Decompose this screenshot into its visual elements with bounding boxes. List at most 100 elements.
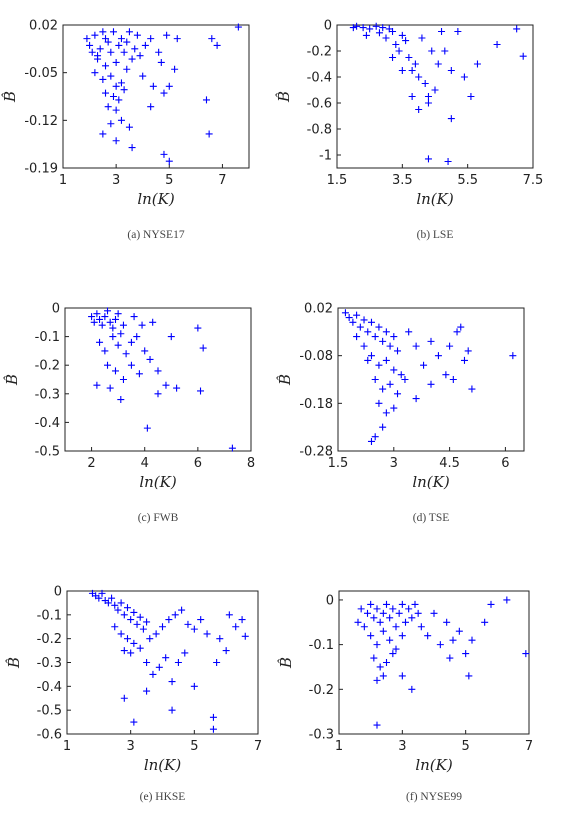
x-tick-label: 5 [190, 739, 198, 754]
x-tick-label: 7 [525, 739, 533, 754]
data-point [417, 623, 425, 631]
data-point [111, 623, 119, 631]
data-point [152, 630, 160, 638]
data-point [127, 616, 135, 624]
data-point [108, 594, 116, 602]
data-point [359, 24, 367, 32]
data-point [386, 614, 394, 622]
data-point [165, 157, 173, 165]
data-point [117, 116, 125, 124]
data-point [468, 385, 476, 393]
data-point [114, 606, 122, 614]
y-tick-label: -0.19 [24, 162, 58, 177]
data-point [130, 608, 138, 616]
data-point [160, 150, 168, 158]
data-point [157, 58, 165, 66]
data-point [155, 663, 163, 671]
data-point [127, 338, 135, 346]
data-point [370, 654, 378, 662]
data-point [96, 315, 104, 323]
data-point [178, 606, 186, 614]
data-point [117, 330, 125, 338]
data-point [394, 347, 402, 355]
data-point [382, 328, 390, 336]
y-tick-label: -0.1 [37, 608, 62, 623]
data-point [449, 636, 457, 644]
data-point [402, 37, 410, 45]
data-point [91, 31, 99, 39]
x-tick-label: 7 [254, 739, 262, 754]
data-point [209, 725, 217, 733]
data-point [398, 632, 406, 640]
data-point [120, 611, 128, 619]
data-point [408, 614, 416, 622]
y-tick-label: 0 [324, 19, 332, 34]
y-tick-label: -0.4 [37, 680, 62, 695]
data-point [112, 137, 120, 145]
data-point [424, 93, 432, 100]
data-point [99, 130, 107, 138]
data-point [392, 41, 400, 48]
data-point [493, 41, 501, 48]
data-point [165, 616, 173, 624]
data-point [119, 321, 127, 329]
data-point [345, 314, 353, 322]
data-point [107, 72, 115, 80]
data-point [136, 52, 144, 60]
data-point [386, 636, 394, 644]
panel-c: 2 4 6 8 0 -0.1 -0.2 -0.3 -0.4 -0.5 ln(K) B̂ (c) FWB [3, 302, 255, 525]
data-point [86, 41, 94, 49]
data-point [367, 632, 375, 640]
data-point [370, 614, 378, 622]
data-point [367, 318, 375, 326]
data-point [446, 654, 454, 662]
data-point [436, 641, 444, 649]
data-point [427, 380, 435, 388]
data-point [360, 316, 368, 324]
data-point [397, 371, 405, 379]
x-tick-label: 3.5 [392, 173, 413, 188]
data-point [133, 333, 141, 341]
data-point [424, 155, 432, 163]
data-point [154, 390, 162, 398]
data-point [382, 34, 390, 42]
data-point [405, 54, 413, 61]
data-point [379, 672, 387, 680]
data-point [102, 62, 110, 70]
data-point [111, 367, 119, 375]
data-point [375, 399, 383, 407]
data-point [362, 31, 370, 39]
data-point [460, 356, 468, 364]
data-point [462, 650, 470, 658]
data-point [115, 96, 123, 104]
data-point [131, 45, 139, 53]
data-point [171, 611, 179, 619]
data-point [99, 28, 107, 36]
y-tick-label: -1 [319, 149, 332, 164]
data-point [398, 600, 406, 608]
data-point [454, 28, 462, 35]
data-point [112, 58, 120, 66]
data-point [430, 609, 438, 617]
data-point [93, 381, 101, 389]
data-point [376, 618, 384, 626]
y-tick-label: -0.3 [35, 387, 60, 402]
x-tick-label: 4 [141, 456, 149, 471]
x-tick-label: 3 [127, 739, 135, 754]
data-point [91, 69, 99, 77]
data-point [427, 337, 435, 345]
data-point [373, 605, 381, 613]
y-tick-label: -0.2 [37, 632, 62, 647]
y-tick-label: -0.3 [309, 728, 334, 743]
data-point [143, 659, 151, 666]
data-point [375, 361, 383, 369]
subfigure-caption: (c) FWB [138, 512, 179, 524]
data-point [213, 41, 221, 49]
y-tick-label: -0.4 [35, 416, 60, 431]
data-point [379, 627, 387, 635]
data-point [341, 309, 349, 317]
data-point [382, 409, 390, 417]
data-point [143, 687, 151, 695]
data-point [123, 65, 131, 73]
data-point [98, 589, 106, 597]
